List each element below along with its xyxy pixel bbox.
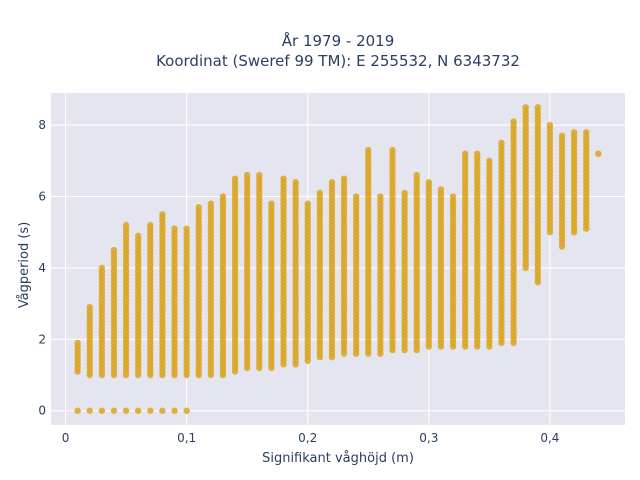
data-points — [74, 104, 602, 414]
data-point — [377, 193, 384, 200]
data-point — [110, 407, 118, 414]
data-point — [365, 146, 372, 154]
data-point — [134, 232, 142, 239]
data-point — [110, 246, 118, 254]
data-point — [486, 157, 493, 165]
data-point — [437, 186, 445, 193]
chart-title-group: År 1979 - 2019 Koordinat (Sweref 99 TM):… — [156, 31, 520, 70]
data-point — [461, 150, 469, 157]
data-point — [159, 211, 166, 218]
data-point — [449, 193, 457, 200]
y-tick-label: 0 — [38, 404, 46, 418]
data-point — [159, 407, 166, 414]
plot-area — [51, 93, 625, 425]
x-tick-labels: 0 0,1 0,2 0,3 0,4 — [62, 431, 560, 445]
chart-title-line1: År 1979 - 2019 — [282, 31, 395, 50]
data-point — [268, 200, 275, 207]
x-tick-label: 0 — [62, 431, 70, 445]
x-tick-label: 0,1 — [177, 431, 196, 445]
data-point — [86, 303, 93, 311]
data-point — [147, 221, 154, 229]
data-point — [74, 407, 81, 414]
data-point — [98, 407, 106, 414]
y-tick-labels: 0 2 4 6 8 — [38, 118, 46, 418]
y-tick-label: 2 — [38, 332, 46, 346]
data-point — [171, 225, 178, 232]
data-point — [328, 179, 336, 186]
data-point — [280, 175, 287, 182]
y-tick-label: 6 — [38, 190, 46, 204]
data-point — [207, 200, 215, 207]
data-point — [595, 150, 602, 157]
data-point — [122, 221, 130, 229]
data-point — [474, 150, 481, 157]
chart-title-line2: Koordinat (Sweref 99 TM): E 255532, N 63… — [156, 52, 520, 70]
data-point — [86, 407, 93, 414]
data-point — [401, 189, 408, 197]
data-point — [304, 200, 311, 207]
data-point — [340, 175, 348, 182]
data-point — [195, 204, 202, 211]
data-point — [558, 132, 566, 140]
data-point — [183, 225, 190, 232]
data-point — [134, 407, 142, 414]
data-point — [219, 193, 227, 200]
data-point — [256, 171, 263, 179]
data-point — [292, 179, 299, 186]
data-point — [147, 407, 154, 414]
data-point — [498, 139, 505, 147]
data-point — [243, 171, 251, 179]
data-point — [98, 264, 106, 272]
data-point — [389, 146, 396, 154]
data-point — [122, 407, 130, 414]
data-point — [522, 104, 529, 111]
y-tick-label: 8 — [38, 118, 46, 132]
x-tick-label: 0,3 — [419, 431, 438, 445]
x-tick-label: 0,4 — [540, 431, 559, 445]
data-point — [510, 118, 517, 125]
data-point — [352, 193, 360, 200]
y-axis-title: Vågperiod (s) — [17, 222, 32, 309]
data-point — [570, 129, 578, 136]
data-point — [74, 339, 81, 347]
x-axis-title: Signifikant våghöjd (m) — [262, 451, 414, 466]
data-point — [316, 189, 324, 197]
data-point — [413, 171, 420, 179]
data-point — [583, 129, 590, 136]
x-tick-label: 0,2 — [298, 431, 317, 445]
data-point — [183, 407, 190, 414]
data-point — [425, 179, 433, 186]
data-point — [231, 175, 239, 182]
data-point — [546, 121, 554, 129]
data-point — [171, 407, 178, 414]
y-tick-label: 4 — [38, 261, 46, 275]
data-point — [534, 104, 542, 111]
